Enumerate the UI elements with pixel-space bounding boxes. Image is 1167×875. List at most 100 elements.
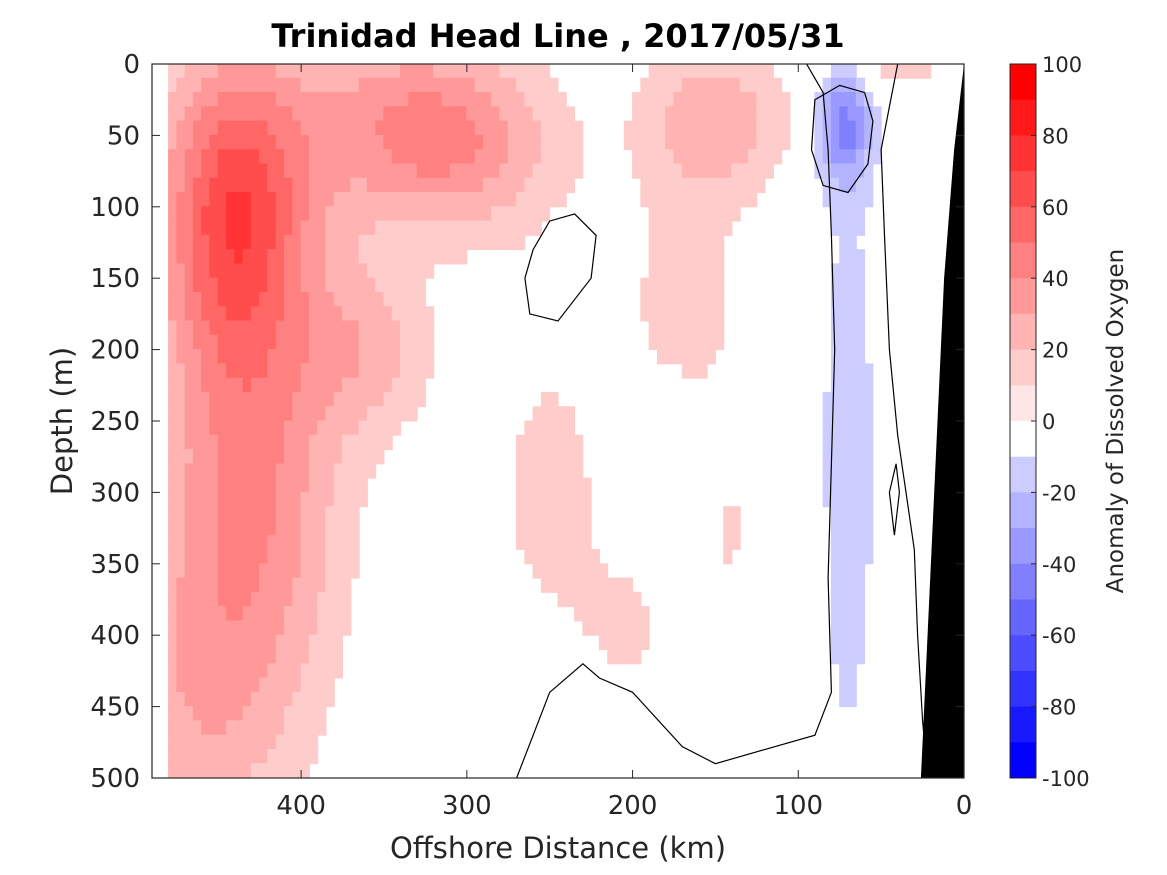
field-cell bbox=[391, 249, 402, 265]
field-cell bbox=[598, 591, 609, 608]
field-cell bbox=[250, 220, 261, 236]
field-cell bbox=[391, 406, 402, 422]
field-cell bbox=[748, 192, 758, 208]
field-cell bbox=[847, 463, 857, 479]
field-cell bbox=[267, 734, 277, 750]
field-cell bbox=[540, 177, 551, 194]
field-cell bbox=[292, 277, 302, 293]
field-cell bbox=[234, 406, 244, 422]
field-cell bbox=[748, 149, 758, 165]
field-cell bbox=[383, 206, 393, 222]
field-cell bbox=[267, 234, 277, 251]
field-cell bbox=[391, 206, 402, 222]
field-cell bbox=[391, 234, 402, 251]
field-cell bbox=[830, 449, 841, 465]
field-cell bbox=[201, 349, 211, 365]
field-cell bbox=[259, 463, 269, 479]
field-cell bbox=[342, 420, 352, 436]
field-cell bbox=[847, 449, 857, 465]
field-cell bbox=[458, 234, 468, 251]
field-cell bbox=[267, 291, 277, 308]
field-cell bbox=[466, 177, 476, 194]
field-cell bbox=[847, 648, 857, 665]
y-tick-label: 0 bbox=[123, 50, 140, 80]
field-cell bbox=[201, 163, 211, 179]
x-axis-label: Offshore Distance (km) bbox=[390, 831, 726, 865]
field-cell bbox=[391, 192, 402, 208]
field-cell bbox=[532, 163, 542, 179]
field-cell bbox=[192, 64, 203, 79]
field-cell bbox=[284, 506, 294, 522]
field-cell bbox=[698, 177, 708, 194]
colorbar-tick-label: -20 bbox=[1042, 481, 1076, 505]
field-cell bbox=[250, 192, 261, 208]
field-cell bbox=[325, 506, 335, 522]
field-cell bbox=[830, 291, 841, 308]
field-cell bbox=[259, 563, 269, 579]
field-cell bbox=[499, 163, 509, 179]
field-cell bbox=[847, 77, 857, 94]
field-cell bbox=[673, 263, 683, 279]
field-cell bbox=[366, 92, 377, 108]
field-cell bbox=[308, 520, 319, 536]
field-cell bbox=[681, 363, 692, 379]
field-cell bbox=[292, 234, 302, 251]
field-cell bbox=[482, 106, 493, 122]
field-cell bbox=[814, 134, 824, 151]
field-cell bbox=[350, 463, 360, 479]
field-cell bbox=[275, 449, 286, 465]
field-cell bbox=[333, 463, 344, 479]
field-cell bbox=[192, 434, 203, 451]
field-cell bbox=[673, 334, 683, 351]
field-cell bbox=[532, 434, 542, 451]
field-cell bbox=[855, 249, 866, 265]
field-cell bbox=[516, 506, 526, 522]
field-cell bbox=[366, 206, 377, 222]
field-cell bbox=[466, 92, 476, 108]
field-cell bbox=[375, 206, 385, 222]
field-cell bbox=[574, 163, 584, 179]
field-cell bbox=[400, 163, 410, 179]
field-cell bbox=[424, 163, 435, 179]
field-cell bbox=[325, 206, 335, 222]
field-cell bbox=[706, 277, 716, 293]
field-cell bbox=[176, 563, 186, 579]
field-cell bbox=[209, 434, 219, 451]
y-tick-label: 50 bbox=[107, 121, 140, 151]
field-cell bbox=[540, 64, 551, 79]
field-cell bbox=[491, 120, 501, 136]
field-cell bbox=[416, 349, 426, 365]
field-cell bbox=[557, 434, 567, 451]
field-cell bbox=[242, 120, 252, 136]
field-cell bbox=[325, 491, 335, 508]
field-cell bbox=[234, 648, 244, 665]
field-cell bbox=[681, 263, 692, 279]
field-cell bbox=[623, 134, 634, 151]
field-cell bbox=[350, 377, 360, 393]
field-cell bbox=[723, 520, 733, 536]
field-cell bbox=[292, 706, 302, 722]
field-cell bbox=[681, 163, 692, 179]
field-cell bbox=[242, 220, 252, 236]
field-cell bbox=[507, 134, 518, 151]
field-cell bbox=[524, 534, 534, 551]
field-cell bbox=[226, 706, 236, 722]
field-cell bbox=[673, 64, 683, 79]
field-cell bbox=[499, 206, 509, 222]
field-cell bbox=[176, 206, 186, 222]
field-cell bbox=[168, 663, 178, 679]
field-cell bbox=[275, 249, 286, 265]
field-cell bbox=[748, 64, 758, 79]
field-cell bbox=[366, 334, 377, 351]
field-cell bbox=[524, 134, 534, 151]
field-cell bbox=[342, 163, 352, 179]
colorbar-swatch bbox=[1010, 135, 1036, 172]
field-cell bbox=[267, 648, 277, 665]
field-cell bbox=[201, 149, 211, 165]
field-cell bbox=[383, 263, 393, 279]
field-cell bbox=[706, 64, 716, 79]
field-cell bbox=[416, 291, 426, 308]
field-cell bbox=[300, 577, 310, 593]
field-cell bbox=[168, 92, 178, 108]
field-cell bbox=[673, 349, 683, 365]
